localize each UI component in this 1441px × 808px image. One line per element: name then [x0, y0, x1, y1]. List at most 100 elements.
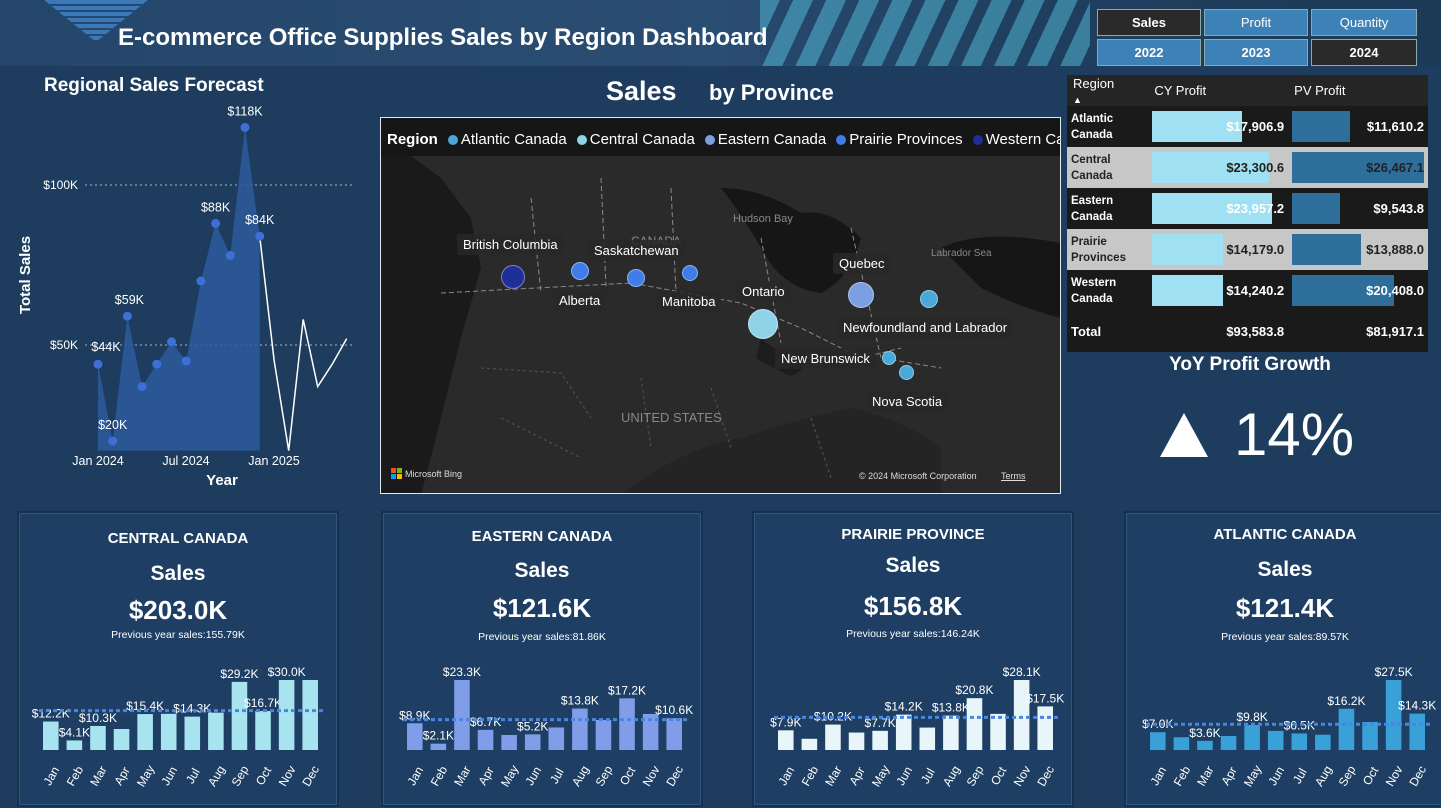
card-sales-amount: $121.6K	[492, 593, 592, 623]
cy-profit-bar	[1152, 275, 1224, 306]
bar-data-label: $14.2K	[885, 700, 923, 714]
bar-data-label: $23.3K	[443, 665, 481, 679]
legend-central[interactable]: Central Canada	[576, 131, 695, 148]
data-point	[255, 231, 265, 241]
bar	[1150, 732, 1166, 750]
month-label: Dec	[1034, 763, 1057, 788]
data-point	[196, 276, 206, 286]
bar	[1197, 740, 1213, 750]
card-region-title: EASTERN CANADA	[471, 528, 613, 545]
card-atlantic-canada[interactable]: ATLANTIC CANADA Sales $121.4K Previous y…	[1124, 511, 1441, 807]
legend-western[interactable]: Western Can...	[972, 131, 1060, 148]
card-bar-chart[interactable]: $7.0K Jan Feb $3.6K Mar Apr $9.8K May Jun $6.5K Ju…	[1126, 513, 1441, 805]
bar-data-label: $2.1K	[423, 729, 454, 743]
bubble-saskatchewan[interactable]	[627, 269, 645, 287]
table-row[interactable]: Eastern Canada $23,957.2 $9,543.8	[1067, 188, 1428, 229]
header-pv-profit[interactable]: PV Profit	[1288, 75, 1428, 106]
data-label: $20K	[98, 418, 128, 432]
bar	[113, 729, 130, 750]
map-label-united-states: UNITED STATES	[621, 410, 722, 425]
month-label: Nov	[1011, 763, 1034, 788]
cy-profit-bar	[1152, 152, 1269, 183]
header-decoration	[760, 0, 1090, 66]
bar-data-label: $20.8K	[955, 683, 993, 697]
slicer-quantity[interactable]: Quantity	[1311, 9, 1417, 36]
label-ontario: Ontario	[736, 281, 791, 302]
card-prairie-province[interactable]: PRAIRIE PROVINCE Sales $156.8K Previous …	[752, 511, 1074, 807]
data-point	[167, 337, 176, 347]
bar	[1037, 706, 1053, 750]
bubble-new-brunswick[interactable]	[882, 351, 896, 365]
label-alberta: Alberta	[553, 290, 607, 311]
bar	[66, 740, 83, 750]
month-label: Feb	[799, 763, 822, 788]
forecast-line	[258, 236, 348, 451]
bar	[666, 718, 682, 750]
slicer-2022[interactable]: 2022	[1097, 39, 1201, 66]
card-region-title: CENTRAL CANADA	[107, 530, 249, 547]
slicer-sales[interactable]: Sales	[1097, 9, 1201, 36]
dashboard-title: E-commerce Office Supplies Sales by Regi…	[118, 24, 768, 51]
bubble-manitoba[interactable]	[682, 265, 698, 281]
label-saskatchewan: Saskatchewan	[588, 240, 685, 261]
bar	[572, 708, 588, 750]
pv-profit-cell: $13,888.0	[1288, 229, 1428, 270]
bubble-nova-scotia[interactable]	[899, 365, 914, 380]
bar	[1013, 680, 1030, 750]
table-row[interactable]: Atlantic Canada $17,906.9 $11,610.2	[1067, 106, 1428, 147]
slicer-2023[interactable]: 2023	[1204, 39, 1308, 66]
month-label: Feb	[1171, 763, 1194, 788]
bubble-newfoundland[interactable]	[920, 290, 938, 308]
bubble-ontario[interactable]	[748, 309, 778, 339]
table-row[interactable]: Central Canada $23,300.6 $26,467.1	[1067, 147, 1428, 188]
legend-dot-icon	[576, 135, 587, 146]
province-map[interactable]: Region Atlantic Canada Central Canada Ea…	[380, 117, 1061, 494]
map-label-labrador-sea: Labrador Sea	[931, 248, 992, 259]
bubble-quebec[interactable]	[848, 282, 874, 308]
label-manitoba: Manitoba	[656, 291, 722, 312]
bar-data-label: $9.8K	[1236, 710, 1267, 724]
bar-data-label: $6.7K	[470, 715, 501, 729]
legend-atlantic[interactable]: Atlantic Canada	[447, 131, 567, 148]
bar	[302, 680, 318, 750]
legend-eastern[interactable]: Eastern Canada	[704, 131, 826, 148]
table-row[interactable]: Western Canada $14,240.2 $20,408.0	[1067, 270, 1428, 311]
label-quebec: Quebec	[833, 253, 891, 274]
total-cy-profit: $93,583.8	[1148, 311, 1289, 352]
microsoft-icon	[391, 468, 402, 479]
bar	[184, 716, 201, 750]
bar-data-label: $6.5K	[1284, 718, 1315, 732]
bubble-alberta[interactable]	[571, 262, 589, 280]
card-eastern-canada[interactable]: EASTERN CANADA Sales $121.6K Previous ye…	[381, 511, 703, 807]
card-sales-label: Sales	[514, 559, 570, 582]
sort-asc-icon[interactable]: ▲	[1073, 94, 1082, 105]
bar-data-label: $13.8K	[932, 701, 970, 715]
data-point	[181, 356, 191, 366]
month-label: Mar	[87, 764, 109, 789]
table-row[interactable]: Prairie Provinces $14,179.0 $13,888.0	[1067, 229, 1428, 270]
month-label: Jun	[1265, 764, 1287, 788]
month-label: Jan	[404, 764, 426, 788]
bubble-british-columbia[interactable]	[501, 265, 525, 289]
bar	[548, 727, 565, 750]
slicer-2024[interactable]: 2024	[1311, 39, 1417, 66]
header-cy-profit[interactable]: CY Profit	[1148, 75, 1289, 106]
bar	[990, 713, 1006, 750]
bar	[430, 743, 447, 750]
month-label: Oct	[988, 764, 1010, 788]
header-region[interactable]: Region ▲	[1067, 75, 1149, 106]
legend-dot-icon	[447, 135, 458, 146]
profit-table[interactable]: Region ▲ CY Profit PV Profit Atlantic Can…	[1067, 75, 1428, 352]
bar	[943, 715, 959, 750]
card-bar-chart[interactable]: $7.9KJanFeb$10.2KMarApr$7.7KMay$14.2KJun…	[754, 513, 1072, 805]
card-region-title: PRAIRIE PROVINCE	[841, 526, 985, 543]
month-label: Apr	[111, 764, 132, 787]
legend-prairie[interactable]: Prairie Provinces	[836, 131, 963, 148]
slicer-profit[interactable]: Profit	[1204, 9, 1308, 36]
map-terms-link[interactable]: Terms	[1001, 471, 1026, 481]
forecast-chart[interactable]: $100K $50K $44K $20K $59K $88K $118K $84K Jan 20…	[0, 100, 360, 520]
card-central-canada[interactable]: CENTRAL CANADA Sales $203.0K Previous ye…	[17, 511, 339, 807]
month-label: Mar	[1194, 764, 1216, 789]
